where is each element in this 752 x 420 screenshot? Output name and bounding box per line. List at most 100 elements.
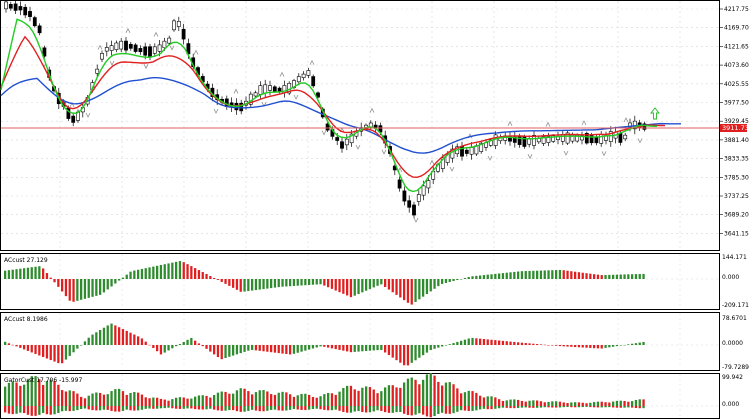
main-chart-pane[interactable]: 4217.75 4169.70 4121.65 4073.60 4025.55 3977.… [0,0,752,252]
ac-indicator-1[interactable]: ACcust 27.129 144.171 0.000 -209.171 [0,253,752,311]
gator-upper-bar [330,393,334,406]
gator-lower-bar [300,406,303,410]
gator-upper-bar [524,401,527,406]
histogram-bar [627,344,630,345]
gator-upper-bar [338,391,341,406]
histogram-bar [384,345,387,353]
gator-lower-bar [479,406,482,410]
gator-upper-bar [76,393,79,406]
gator-lower-bar [528,406,531,408]
histogram-bar [118,279,121,281]
histogram-bar [323,345,326,347]
histogram-bar [498,273,501,279]
histogram-bar [551,345,554,346]
gator-lower-bar [292,406,296,410]
histogram-bar [152,345,155,349]
gator-upper-bar [619,400,622,406]
gator-lower-bar [175,406,178,409]
candle [124,36,128,55]
candle [13,0,18,14]
candle [344,133,349,151]
gator-upper-bar [437,381,440,406]
gator-lower-bar [429,406,432,418]
gator-indicator[interactable]: GatorCust 17.706 -15.997 99.942 0.000 [0,373,752,420]
ac-indicator-2[interactable]: ACcust 8.1986 78.6701 0.0000 -79.7289 [0,312,752,372]
histogram-bar [190,337,193,345]
gator-upper-bar [186,398,189,406]
gator-lower-bar [338,406,341,411]
fractal-icon [563,150,569,156]
main-chart[interactable]: 4217.75 4169.70 4121.65 4073.60 4025.55 3977.… [0,0,752,252]
histogram-bar [634,274,638,279]
gator-lower-bar [509,406,512,409]
histogram-bar [346,345,349,352]
histogram-bar [448,344,451,345]
gator-indicator-pane[interactable]: GatorCust 17.706 -15.997 99.942 0.000 [0,373,752,420]
gator-histogram [4,373,645,418]
histogram-bar [80,279,83,300]
ac2-tick-top: 78.6701 [722,315,747,322]
fractal-icon [321,130,327,136]
candle [128,41,133,51]
histogram-bar [467,277,470,279]
gator-lower-bar [505,406,508,408]
histogram-bar [15,345,18,347]
histogram-bar [30,345,33,353]
candle [532,131,536,150]
histogram-bar [361,279,364,293]
histogram-bar [254,279,258,291]
gator-lower-bar [167,406,170,408]
gator-upper-bar [399,387,402,406]
gator-lower-bar [399,406,402,412]
gator-upper-bar [106,394,109,406]
candle [104,42,109,57]
histogram-bar [125,274,128,279]
histogram-bar [95,279,98,296]
histogram-bar [433,345,436,349]
gator-lower-bar [406,406,410,416]
gator-lower-bar [376,406,379,411]
gator-lower-bar [11,406,14,415]
gator-lower-bar [125,406,128,410]
histogram-bar [144,341,147,345]
gator-lower-bar [270,406,273,410]
ac-indicator-pane-2[interactable]: ACcust 8.1986 78.6701 0.0000 -79.7289 [0,312,752,372]
histogram-bar [163,264,166,279]
histogram-bar [365,279,368,291]
gator-lower-bar [330,406,334,411]
gator-lower-bar [418,406,421,414]
gator-lower-bar [201,406,204,410]
candle [18,1,23,16]
histogram-bar [311,345,315,349]
gator-upper-bar [349,385,353,406]
histogram-bar [574,271,577,279]
alligator-lips-line [0,18,658,193]
gator-lower-bar [494,406,497,409]
histogram-bar [110,279,113,287]
histogram-bar [83,341,87,345]
gator-upper-bar [425,374,429,406]
histogram-bar [7,270,11,279]
ac-indicator-pane-1[interactable]: ACcust 27.129 144.171 0.000 -209.171 [0,253,752,311]
candle [349,129,354,147]
gator-upper-bar [422,379,425,406]
histogram-bar [509,341,512,345]
gator-upper-bar [209,397,212,406]
candle [464,147,469,157]
histogram-bar [156,345,159,352]
gator-lower-bar [372,406,375,412]
main-chart-frame [0,0,720,251]
candle [397,176,402,192]
candle [416,190,421,206]
histogram-bar [536,344,539,345]
gator-lower-bar [627,406,630,408]
gator-lower-bar [482,406,486,409]
histogram-bar [34,266,37,279]
gator-lower-bar [118,406,121,412]
histogram-bar [593,345,596,349]
gator-lower-bar [520,406,524,408]
histogram-bar [338,345,341,350]
gator-upper-bar [182,397,185,406]
gator-lower-bar [15,406,18,414]
histogram-bar [254,345,258,351]
